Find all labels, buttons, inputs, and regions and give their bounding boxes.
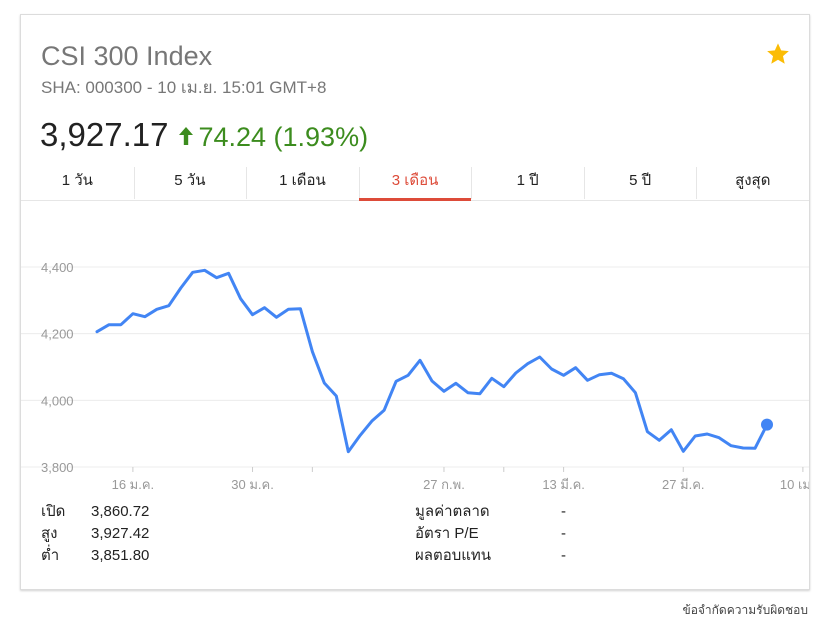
index-subtitle: SHA: 000300 - 10 เม.ย. 15:01 GMT+8	[41, 78, 327, 97]
stat-open: เปิด 3,860.72	[41, 501, 149, 523]
tab-1-year[interactable]: 1 ปี	[471, 167, 584, 200]
price-change: 74.24 (1.93%)	[178, 122, 368, 153]
x-tick-label: 27 มี.ค.	[662, 477, 705, 491]
stat-label: มูลค่าตลาด	[415, 503, 490, 520]
stat-label: ต่ำ	[41, 547, 60, 564]
stat-dividend-yield: ผลตอบแทน -	[415, 545, 566, 567]
stat-label: ผลตอบแทน	[415, 547, 492, 564]
stat-label: เปิด	[41, 503, 66, 520]
series-line	[95, 268, 769, 454]
disclaimer-link[interactable]: ข้อจำกัดความรับผิดชอบ	[682, 603, 808, 617]
x-tick-label: 10 เม.ย.	[780, 477, 809, 491]
x-tick-label: 13 มี.ค.	[542, 477, 585, 491]
stat-low: ต่ำ 3,851.80	[41, 545, 149, 567]
tab-1-day[interactable]: 1 วัน	[61, 172, 93, 189]
tab-3-month[interactable]: 3 เดือน	[358, 167, 472, 201]
stat-value: -	[561, 525, 566, 542]
price-chart[interactable]: 4,400 4,200 4,000 3,800 16 ม.ค. 30 ม.ค. 27 ก.พ…	[21, 201, 809, 491]
stat-market-cap: มูลค่าตลาด -	[415, 501, 566, 523]
arrow-up-icon	[179, 126, 194, 145]
x-tick-label: 27 ก.พ.	[423, 477, 465, 491]
y-tick-label: 4,000	[41, 393, 74, 408]
stock-card: CSI 300 Index SHA: 000300 - 10 เม.ย. 15:…	[20, 14, 810, 590]
star-icon[interactable]	[765, 41, 791, 67]
current-price: 3,927.17	[40, 116, 169, 153]
stat-value: -	[561, 503, 566, 520]
price-change-value: 74.24 (1.93%)	[198, 122, 369, 152]
tab-5-year[interactable]: 5 ปี	[583, 167, 697, 200]
range-tabs: 1 วัน 5 วัน 1 เดือน 3 เดือน 1 ปี 5 ปี สู…	[21, 167, 809, 201]
stat-high: สูง 3,927.42	[41, 523, 149, 545]
x-tick-label: 16 ม.ค.	[112, 477, 155, 491]
y-tick-label: 3,800	[41, 460, 74, 475]
tab-5-day[interactable]: 5 วัน	[133, 167, 247, 200]
last-point-marker	[761, 418, 773, 431]
stat-value: 3,851.80	[91, 547, 150, 564]
tab-max[interactable]: สูงสุด	[696, 167, 809, 200]
index-title: CSI 300 Index	[41, 41, 213, 71]
stat-pe-ratio: อัตรา P/E -	[415, 523, 566, 545]
tab-1-month[interactable]: 1 เดือน	[246, 167, 359, 200]
stats-right: มูลค่าตลาด - อัตรา P/E - ผลตอบแทน -	[415, 501, 566, 567]
y-tick-label: 4,400	[41, 260, 74, 275]
stat-label: อัตรา P/E	[415, 525, 479, 542]
stat-value: -	[561, 547, 566, 564]
price-row: 3,927.17 74.24 (1.93%)	[40, 115, 368, 157]
stats-left: เปิด 3,860.72 สูง 3,927.42 ต่ำ 3,851.80	[41, 501, 149, 567]
stat-value: 3,927.42	[91, 525, 150, 542]
y-tick-label: 4,200	[41, 327, 74, 342]
stat-label: สูง	[41, 525, 58, 542]
x-tick-label: 30 ม.ค.	[231, 477, 274, 491]
stat-value: 3,860.72	[91, 503, 150, 520]
